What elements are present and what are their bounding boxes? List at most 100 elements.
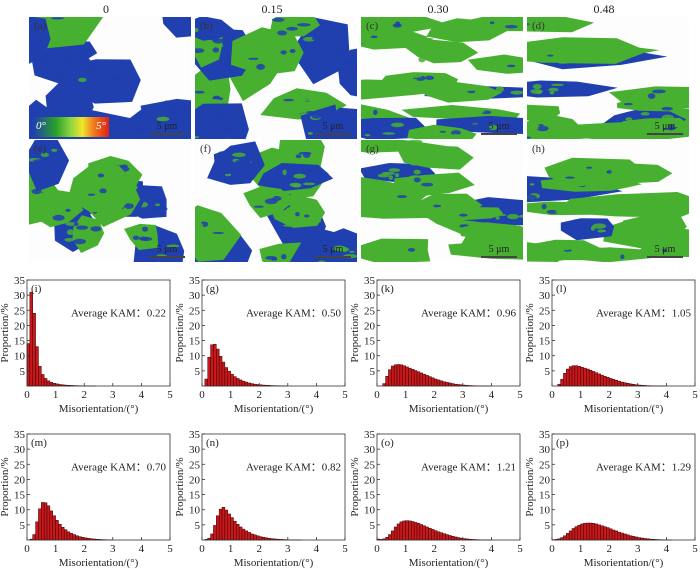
histogram-bar: [574, 526, 578, 541]
grain-texture: [571, 244, 580, 248]
grain: [140, 98, 191, 135]
grain-texture: [215, 226, 226, 230]
scale-bar-label: 5 μm: [322, 121, 344, 132]
grain-texture: [51, 148, 58, 152]
x-tick-label: 3: [110, 543, 116, 555]
grain-texture: [408, 140, 423, 144]
grain-texture: [264, 198, 278, 205]
grain-texture: [221, 126, 234, 131]
grain-texture: [481, 211, 488, 214]
x-tick-label: 5: [692, 389, 698, 401]
histogram-bar: [69, 533, 74, 541]
histogram-bar: [253, 534, 257, 541]
panel-label: (n): [206, 437, 219, 449]
grain-texture: [466, 212, 473, 215]
histogram-bar: [413, 522, 418, 541]
grain-texture: [142, 226, 148, 232]
histogram-bar: [78, 536, 82, 541]
grain-texture: [101, 182, 112, 186]
grain: [195, 17, 235, 41]
grain-texture: [87, 193, 96, 196]
grain-texture: [450, 134, 460, 138]
average-kam-annotation: Average KAM：1.21: [421, 461, 516, 473]
histogram-o: 0 1 2 3 4 5 5 10 15 20 25 30 35 Misorientation/(°) Pro…: [349, 422, 525, 570]
grain-texture: [208, 21, 221, 25]
grain-texture: [78, 194, 84, 200]
y-tick-label: 20: [539, 474, 551, 486]
grain-texture: [210, 118, 225, 122]
y-tick-label: 5: [370, 366, 376, 378]
grain-texture: [163, 235, 174, 241]
plot-frame: [26, 279, 171, 387]
histogram-bar: [617, 531, 621, 541]
histogram-bar: [445, 534, 449, 541]
grain-texture: [610, 249, 617, 253]
x-tick-label: 3: [460, 543, 466, 555]
grain-texture: [274, 40, 279, 44]
grain-texture: [297, 235, 303, 239]
grain-texture: [544, 244, 558, 248]
histogram-bar: [623, 533, 627, 541]
grain-texture: [33, 39, 46, 45]
grain-texture: [507, 213, 519, 220]
grain-texture: [552, 21, 558, 26]
histogram-bar: [448, 382, 452, 387]
panel-label: (h): [532, 143, 545, 155]
grain-texture: [501, 233, 514, 236]
grain-texture: [531, 22, 543, 27]
histogram-bar: [425, 526, 429, 541]
histogram-bar: [419, 524, 424, 541]
panel-label: (g): [366, 143, 379, 155]
histogram-bar: [620, 381, 624, 387]
x-tick-label: 5: [342, 389, 348, 401]
column-label-1: 0.15: [261, 2, 283, 16]
histogram-bar: [58, 524, 62, 541]
grain-texture: [103, 174, 117, 177]
grain-texture: [365, 82, 371, 87]
histogram-bar: [597, 524, 601, 541]
histogram-bar: [583, 523, 587, 541]
grain-texture: [298, 151, 312, 155]
grain-texture: [224, 62, 229, 69]
histogram-bar: [35, 521, 39, 541]
histogram-bar: [391, 530, 395, 541]
histogram-bar: [453, 536, 458, 541]
grain-texture: [625, 117, 633, 122]
y-tick-label: 5: [545, 520, 551, 532]
grain-texture: [195, 136, 200, 139]
grain-texture: [185, 19, 191, 23]
x-tick-label: 5: [692, 543, 698, 555]
scale-bar-line: [481, 256, 517, 258]
grain-texture: [551, 83, 564, 87]
histogram-bar: [422, 373, 426, 387]
grain-texture: [536, 90, 542, 95]
grain-texture: [286, 26, 298, 31]
grain-texture: [379, 89, 385, 95]
y-tick-label: 10: [14, 505, 26, 517]
grain-texture: [349, 250, 355, 253]
histogram-bar: [55, 520, 59, 541]
histogram-bar: [218, 356, 223, 387]
grain-texture: [522, 18, 523, 22]
histogram-i: 0 1 2 3 4 5 5 10 15 20 25 30 35 Misorientation/(°) Pro…: [0, 268, 175, 416]
y-tick-label: 25: [14, 305, 26, 317]
grain: [527, 80, 618, 98]
grain-texture: [620, 254, 625, 260]
histogram-bar: [563, 535, 567, 541]
y-tick-label: 30: [539, 444, 551, 456]
grain-texture: [210, 92, 224, 95]
y-tick-label: 20: [14, 474, 26, 486]
histogram-bar: [385, 537, 389, 541]
grain-texture: [478, 20, 487, 23]
y-tick-label: 25: [364, 459, 376, 471]
grain-texture: [636, 227, 650, 231]
x-axis-label: Misorientation/(°): [409, 557, 489, 569]
grain-texture: [266, 195, 275, 199]
grain-texture: [675, 251, 687, 255]
grain-texture: [66, 229, 74, 236]
grain-texture: [311, 52, 316, 56]
grain-texture: [36, 152, 41, 156]
histogram-bar: [236, 378, 240, 387]
panel-label: (l): [556, 283, 567, 295]
grain-texture: [664, 100, 670, 106]
